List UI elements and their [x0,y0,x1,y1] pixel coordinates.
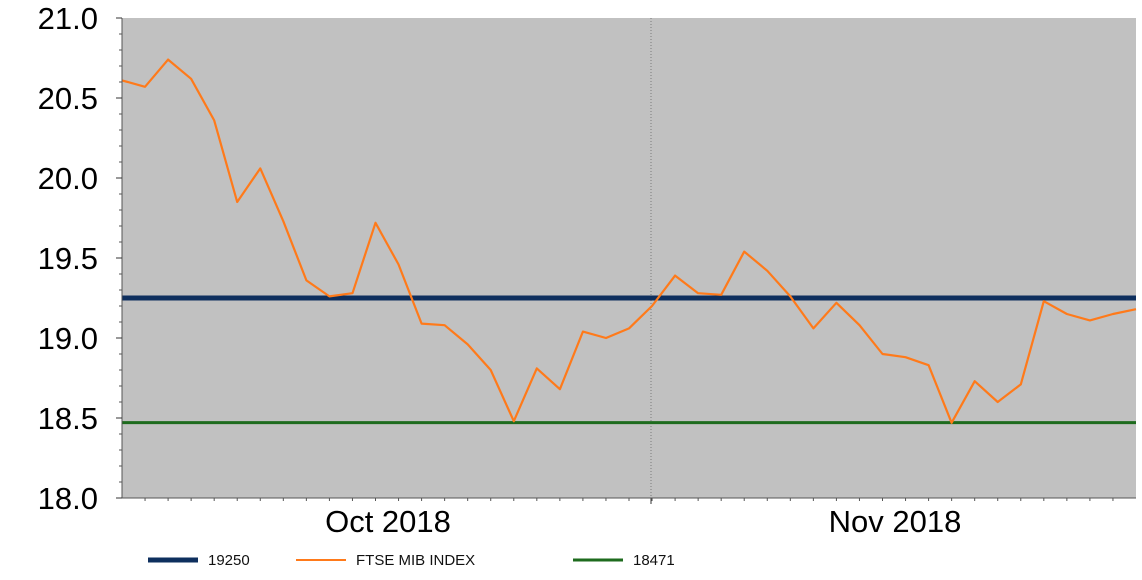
reference-lines [122,295,1136,425]
data-point [513,420,515,422]
data-point [628,327,630,329]
plot-area [122,18,1136,498]
legend-label: 18471 [633,552,675,569]
data-point [835,302,837,304]
x-minor-ticks [144,498,1114,501]
y-tick-label: 19.0 [38,321,98,356]
data-point [167,59,169,61]
data-point [1089,319,1091,321]
data-point [1112,313,1114,315]
data-point [375,222,377,224]
data-point [720,294,722,296]
data-point [674,275,676,277]
data-point [421,323,423,325]
x-tick-label: Oct 2018 [325,504,451,539]
x-tick-label: Nov 2018 [829,504,962,539]
data-point [305,279,307,281]
data-point [351,292,353,294]
data-point [536,367,538,369]
y-axis-ticks: 18.0 18.5 19.0 19.5 20.0 20.5 21.0 [38,1,122,516]
data-point [190,78,192,80]
data-point [605,337,607,339]
data-point [213,119,215,121]
data-point [582,331,584,333]
y-tick-label: 20.0 [38,161,98,196]
y-tick-label: 18.5 [38,401,98,436]
y-tick-label: 18.0 [38,481,98,516]
data-point [236,201,238,203]
x-axis-labels: Oct 2018 Nov 2018 [325,504,961,539]
data-point [328,295,330,297]
data-point [974,380,976,382]
legend: 19250 FTSE MIB INDEX 18471 [148,552,675,569]
data-point [1020,383,1022,385]
data-point [928,364,930,366]
data-point [697,292,699,294]
data-point [282,220,284,222]
data-point [559,388,561,390]
data-point [789,295,791,297]
data-point [467,343,469,345]
y-tick-label: 19.5 [38,241,98,276]
data-point [766,270,768,272]
data-point [1066,313,1068,315]
data-point [951,422,953,424]
data-point [444,324,446,326]
data-point [882,353,884,355]
legend-label: FTSE MIB INDEX [356,552,475,569]
data-point [997,401,999,403]
data-point [490,369,492,371]
data-point [858,324,860,326]
ftse-mib-index-line [121,58,1137,424]
data-point [398,263,400,265]
data-point [259,167,261,169]
y-tick-label: 20.5 [38,81,98,116]
y-tick-label: 21.0 [38,1,98,36]
data-point [144,86,146,88]
data-point [905,356,907,358]
legend-label: 19250 [208,552,250,569]
data-point [651,305,653,307]
data-point [743,251,745,253]
data-point [1043,300,1045,302]
data-point [1135,308,1137,310]
data-point [812,327,814,329]
